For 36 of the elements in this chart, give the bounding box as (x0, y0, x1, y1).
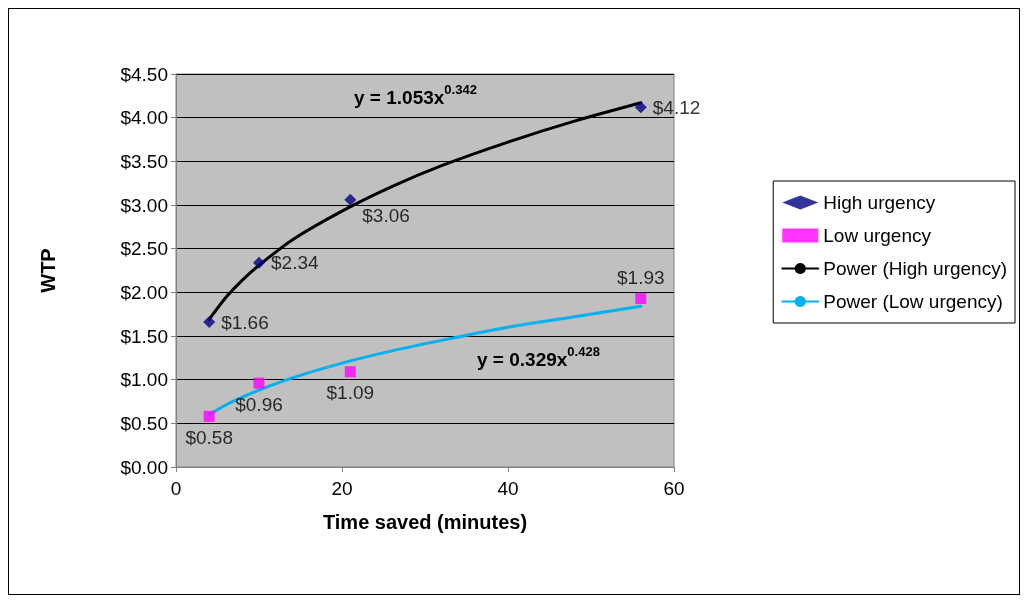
y-tick-label: $2.00 (120, 281, 168, 303)
point (635, 292, 647, 304)
data-label: $1.66 (221, 311, 269, 333)
y-tick-label: $4.00 (120, 107, 168, 129)
data-label: $4.12 (652, 96, 701, 118)
legend-label: Low urgency (823, 225, 932, 246)
y-tick-label: $3.50 (120, 150, 168, 172)
point (344, 193, 357, 206)
data-label: $2.34 (271, 252, 319, 274)
legend-label: Power (Low urgency) (823, 291, 1003, 312)
point (634, 101, 647, 114)
y-axis-title: WTP (37, 248, 59, 293)
y-tick-label: $3.00 (120, 194, 168, 216)
y-tick-label: $0.00 (120, 456, 168, 478)
data-label: $1.93 (617, 266, 665, 288)
legend-label: Power (High urgency) (823, 258, 1008, 279)
x-axis-title: Time saved (minutes) (322, 511, 528, 533)
point (253, 377, 265, 389)
x-tick-label: 0 (170, 478, 182, 499)
point (203, 410, 215, 422)
y-tick-label: $0.50 (120, 412, 168, 434)
x-tick-label: 40 (497, 478, 519, 499)
data-label: $1.09 (326, 382, 375, 404)
data-label: $0.96 (235, 393, 283, 415)
point (253, 256, 265, 269)
point (203, 316, 216, 329)
y-tick-label: $2.50 (120, 238, 168, 260)
y-tick-label: $1.50 (120, 325, 168, 347)
data-label: $0.58 (185, 426, 233, 448)
data-label: $3.06 (362, 205, 410, 227)
y-tick-label: $1.00 (120, 369, 168, 391)
x-tick-label: 60 (663, 478, 685, 499)
legend-label: High urgency (823, 192, 936, 213)
point (344, 366, 356, 378)
x-tick-label: 20 (331, 478, 353, 499)
y-tick-label: $4.50 (120, 63, 168, 85)
